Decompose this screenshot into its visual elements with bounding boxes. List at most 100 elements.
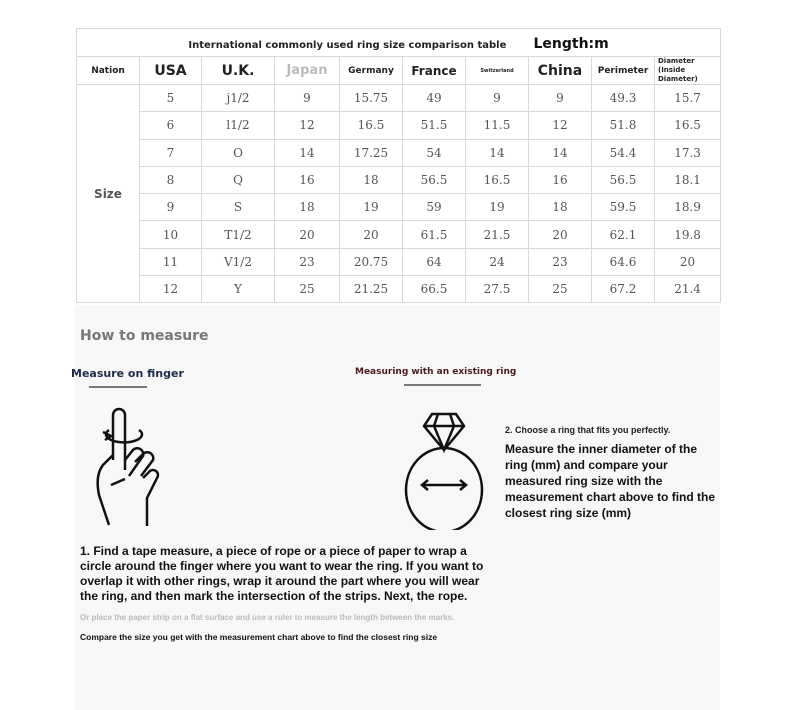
table-row: Size 5 j1/2 9 15.75 49 9 9 49.3 15.7 [76,83,722,304]
header-cell: China [528,56,592,85]
table-cell: j1/2 [201,83,275,113]
table-cell: 15.75 [339,83,403,113]
table-cell: 18.1 [653,165,722,195]
table-cell: Y [201,275,275,304]
table-cell: 7 [139,138,202,167]
table-cell: 12 [139,275,202,304]
table-cell: 25 [274,275,340,304]
table-cell: 8 [139,165,202,195]
table-cell: 23 [274,247,340,277]
table-cell: 18 [339,165,403,195]
table-cell: 20 [653,247,722,277]
table-cell: 24 [465,247,529,277]
table-cell: 16.5 [465,165,529,195]
table-cell: 51.5 [402,111,466,140]
divider [89,386,147,388]
table-cell: 56.5 [591,165,655,195]
header-cell: U.K. [201,56,275,85]
table-cell: 54 [402,138,466,167]
table-cell: 6 [139,111,202,140]
table-cell: 64 [402,247,466,277]
table-cell: 19 [339,193,403,222]
table-cell: 14 [274,138,340,167]
table-cell: 27.5 [465,275,529,304]
finger-title: Measure on finger [71,367,184,380]
table-cell: 21.25 [339,275,403,304]
table-cell: 14 [465,138,529,167]
table-row: 11 V1/2 23 20.75 64 24 23 64.6 20 [77,247,722,277]
ring-size-table: International commonly used ring size co… [75,28,722,304]
header-cell: Germany [339,56,403,85]
table-cell: 67.2 [591,275,655,304]
table-cell: 49.3 [591,83,655,113]
table-row: 6 l1/2 12 16.5 51.5 11.5 12 51.8 16.5 [77,111,722,140]
table-cell: 14 [528,138,592,167]
table-cell: 59 [402,193,466,222]
table-cell: 51.8 [591,111,655,140]
table-cell: l1/2 [201,111,275,140]
step1-text: 1. Find a tape measure, a piece of rope … [80,544,484,603]
table-cell: 66.5 [402,275,466,304]
step2-block: 2. Choose a ring that fits you perfectly… [505,425,720,521]
table-cell: S [201,193,275,222]
table-cell: 64.6 [591,247,655,277]
table-cell: 16 [274,165,340,195]
table-cell: 12 [528,111,592,140]
how-to-measure-panel: How to measure Measure on finger Measuri… [71,305,720,710]
compare-text: Compare the size you get with the measur… [80,632,438,642]
table-title: International commonly used ring size co… [188,40,507,51]
table-cell: 20 [528,220,592,249]
table-row: 7 O 14 17.25 54 14 14 54.4 17.3 [77,138,722,167]
table-cell: 56.5 [402,165,466,195]
table-cell: 17.25 [339,138,403,167]
table-cell: 12 [274,111,340,140]
table-cell: 16.5 [339,111,403,140]
size-label: Size [76,83,140,304]
table-row: 12 Y 25 21.25 66.5 27.5 25 67.2 21.4 [77,275,722,304]
table-cell: 9 [139,193,202,222]
table-cell: 18 [274,193,340,222]
table-cell: 9 [274,83,340,113]
table-cell: 17.3 [653,138,722,167]
table-cell: 11.5 [465,111,529,140]
table-row: 9 S 18 19 59 19 18 59.5 18.9 [77,193,722,222]
table-cell: 18.9 [653,193,722,222]
table-row: 10 T1/2 20 20 61.5 21.5 20 62.1 19.8 [77,220,722,249]
header-cell: USA [139,56,202,85]
table-cell: 18 [528,193,592,222]
table-cell: 20.75 [339,247,403,277]
step2-text: 2. Choose a ring that fits you perfectly… [505,425,671,435]
header-cell: Perimeter [591,56,655,85]
table-cell: 62.1 [591,220,655,249]
table-cell: 21.4 [653,275,722,304]
table-cell: T1/2 [201,220,275,249]
table-cell: 9 [528,83,592,113]
table-cell: 11 [139,247,202,277]
table-cell: 19.8 [653,220,722,249]
step2-detail: Measure the inner diameter of the ring (… [505,442,716,520]
table-cell: 25 [528,275,592,304]
table-cell: 21.5 [465,220,529,249]
ring-icon [404,412,484,530]
header-cell: Nation [76,56,140,85]
table-cell: 16.5 [653,111,722,140]
note-text: Or place the paper strip on a flat surfa… [80,613,455,622]
table-cell: 5 [139,83,202,113]
table-cell: 15.7 [653,83,722,113]
header-cell: France [402,56,466,85]
table-cell: O [201,138,275,167]
table-cell: 9 [465,83,529,113]
ring-title: Measuring with an existing ring [355,367,517,377]
table-cell: 49 [402,83,466,113]
divider [404,384,481,386]
header-cell: Diameter (Inside Diameter) [653,56,722,85]
unit-label: Length:m [533,36,609,52]
table-cell: 20 [274,220,340,249]
header-cell: Switzerland [465,56,529,85]
step1-block: 1. Find a tape measure, a piece of rope … [80,544,495,643]
table-cell: 59.5 [591,193,655,222]
table-cell: 61.5 [402,220,466,249]
section-heading: How to measure [80,328,209,344]
header-cell: Japan [274,56,340,85]
table-row: 8 Q 16 18 56.5 16.5 16 56.5 18.1 [77,165,722,195]
